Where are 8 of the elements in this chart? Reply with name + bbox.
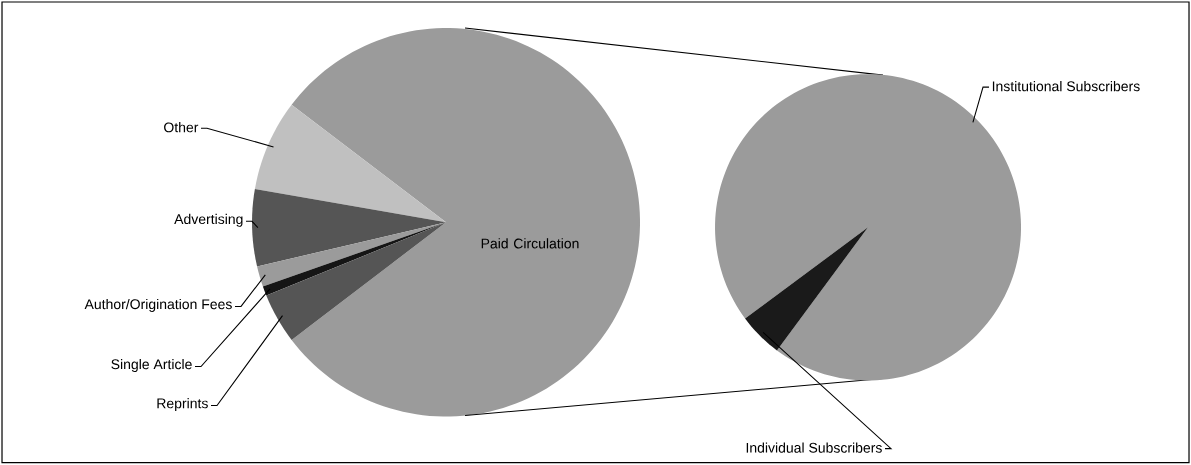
slice-label: Other	[164, 122, 199, 133]
slice-label: Advertising	[174, 213, 243, 228]
slice-label: Institutional Subscribers	[992, 81, 1140, 92]
slice-label: Individual Subscribers	[746, 442, 882, 453]
slice-label: Single Article	[111, 359, 192, 373]
slice-label: Reprints	[157, 398, 208, 412]
slice-label: Author/Origination Fees	[84, 299, 232, 313]
slice-label: Paid Circulation	[481, 238, 579, 249]
